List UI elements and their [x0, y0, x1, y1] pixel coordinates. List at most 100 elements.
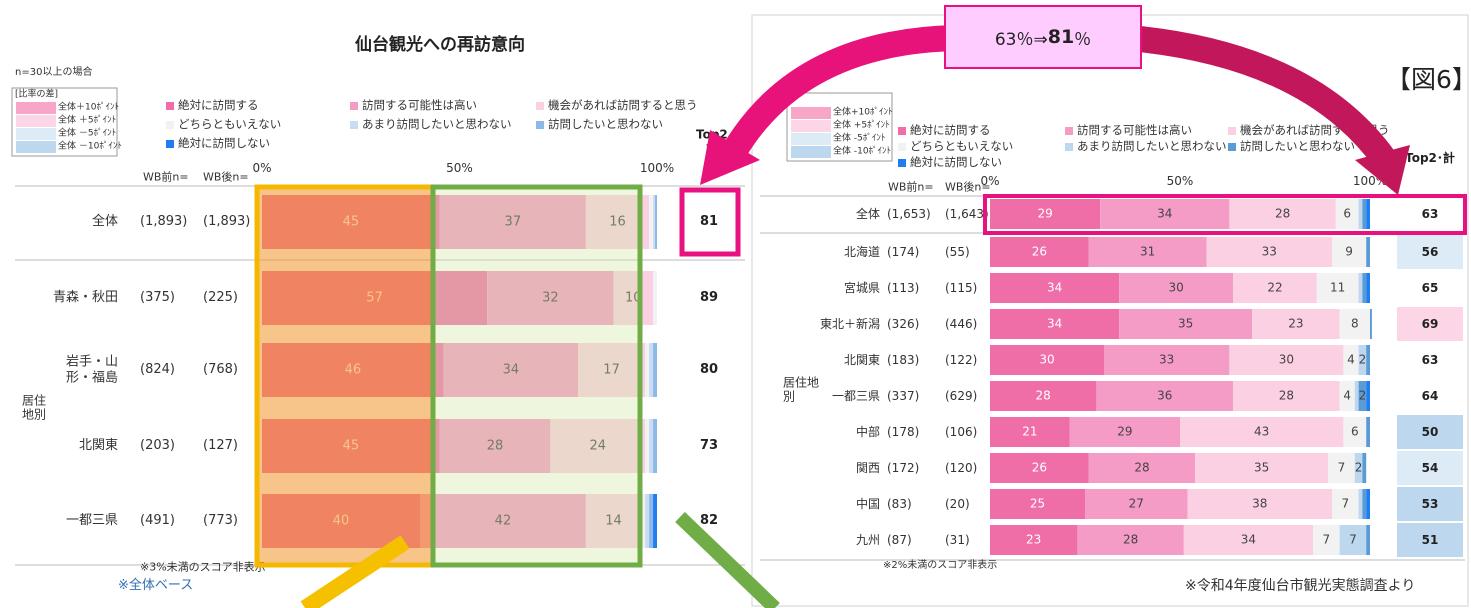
- top2-cell: [1397, 343, 1463, 377]
- value-label: 6: [1351, 425, 1359, 439]
- column-header: WB後n=: [945, 180, 991, 194]
- n-after: (31): [945, 532, 970, 547]
- bar-segment: [990, 417, 1070, 447]
- value-label: 28: [1275, 207, 1290, 221]
- bar-segment: [990, 273, 1120, 303]
- value-label: 9: [1345, 245, 1353, 259]
- n-before: (824): [140, 362, 175, 378]
- bar-segment: [649, 343, 654, 397]
- bar-segment: [1366, 489, 1370, 519]
- bar-segment: [1366, 381, 1370, 411]
- bar-segment: [655, 195, 657, 249]
- bar-segment: [1328, 453, 1355, 483]
- n-after: (773): [203, 513, 238, 529]
- legend-swatch: [350, 102, 358, 110]
- diff-legend-title: [比率の差]: [15, 89, 59, 100]
- bar-segment: [1195, 453, 1329, 483]
- bar-segment: [1362, 199, 1367, 229]
- bar-segment: [645, 494, 650, 548]
- bar-segment: [990, 237, 1089, 267]
- bar-segment: [653, 419, 657, 473]
- category-label: 関西: [855, 460, 880, 475]
- n-before: (1,893): [140, 214, 188, 230]
- value-label: 28: [1036, 389, 1051, 403]
- n-before: (172): [887, 460, 920, 475]
- legend-swatch: [536, 102, 544, 110]
- value-label: 6: [1343, 207, 1351, 221]
- column-header: Top2・計: [696, 127, 740, 156]
- n-after: (225): [203, 290, 238, 306]
- diff-legend-swatch: [16, 102, 56, 114]
- bar-segment: [645, 343, 650, 397]
- diff-legend-swatch: [16, 141, 56, 153]
- bar-segment: [1362, 489, 1367, 519]
- top2-cell: [681, 350, 737, 390]
- bar-segment: [1358, 381, 1367, 411]
- legend-label: 機会があれば訪問すると思う: [548, 98, 698, 113]
- category-label: 一都三県: [65, 513, 118, 529]
- value-label: 23: [1288, 317, 1303, 331]
- value-label: 23: [1026, 533, 1041, 547]
- value-label: 32: [542, 291, 559, 306]
- value-label: 28: [1123, 533, 1138, 547]
- x-tick-label: 0%: [252, 160, 272, 175]
- top2-value: 73: [699, 438, 719, 454]
- group-label: 居住地別: [783, 375, 820, 404]
- n-before: (178): [887, 424, 920, 439]
- bar-segment: [653, 195, 656, 249]
- diff-legend-swatch: [791, 120, 831, 132]
- bar-segment: [1370, 309, 1372, 339]
- n-before: (1,653): [887, 206, 931, 221]
- value-label: 42: [495, 514, 512, 529]
- n-after: (120): [945, 460, 978, 475]
- figure-label: 【図6】: [1386, 65, 1471, 94]
- x-tick-label: 50%: [446, 160, 473, 175]
- value-label: 33: [1262, 245, 1277, 259]
- value-label: 34: [1241, 533, 1256, 547]
- n-before: (113): [887, 280, 920, 295]
- bar-segment: [1077, 525, 1184, 555]
- bar-segment: [653, 494, 657, 548]
- top2-value: 51: [1421, 532, 1439, 547]
- bar-segment: [990, 381, 1097, 411]
- bar-segment: [1366, 417, 1370, 447]
- bar-segment: [1332, 237, 1367, 267]
- value-label: 28: [487, 439, 504, 454]
- top2-value: 89: [699, 290, 719, 306]
- category-label: 北海道: [843, 244, 880, 259]
- top2-value: 53: [1421, 496, 1439, 511]
- bar-segment: [1354, 381, 1359, 411]
- value-label: 33: [1159, 353, 1174, 367]
- bar-segment: [1366, 237, 1370, 267]
- legend-label: 訪問する可能性は高い: [362, 98, 477, 113]
- value-label: 2: [1355, 461, 1363, 475]
- top2-cell: [1397, 379, 1463, 413]
- category-label: 中国: [855, 496, 880, 511]
- category-label: 中部: [855, 424, 880, 439]
- bar-segment: [1354, 453, 1363, 483]
- callout: 63％⇒ 81 ％: [945, 6, 1141, 68]
- value-label: 4: [1347, 353, 1355, 367]
- bar-segment: [1119, 273, 1234, 303]
- category-label: 九州: [855, 532, 880, 547]
- value-label: 34: [1047, 317, 1062, 331]
- legend-label: 訪問したいと思わない: [548, 117, 663, 132]
- n-after: (20): [945, 496, 970, 511]
- bar-segment: [1343, 417, 1367, 447]
- group-label: 居住地別: [22, 393, 47, 422]
- value-label: 16: [609, 215, 626, 230]
- diff-legend-label: 全体 －5ﾎﾟｲﾝﾄ: [58, 128, 117, 139]
- bar-segment: [1233, 273, 1317, 303]
- category-label: 東北＋新潟: [819, 316, 880, 331]
- value-label: 26: [1032, 461, 1047, 475]
- legend-label: 絶対に訪問しない: [910, 155, 1002, 170]
- bar-segment: [1358, 489, 1363, 519]
- n-after: (768): [203, 362, 238, 378]
- value-label: 36: [1157, 389, 1172, 403]
- diff-legend-label: 全体＋10ﾎﾟｲﾝﾄ: [58, 102, 119, 113]
- callout-text: 63％⇒: [994, 29, 1048, 50]
- value-label: 25: [1030, 497, 1045, 511]
- value-label: 43: [1254, 425, 1269, 439]
- bar-segment: [1362, 273, 1367, 303]
